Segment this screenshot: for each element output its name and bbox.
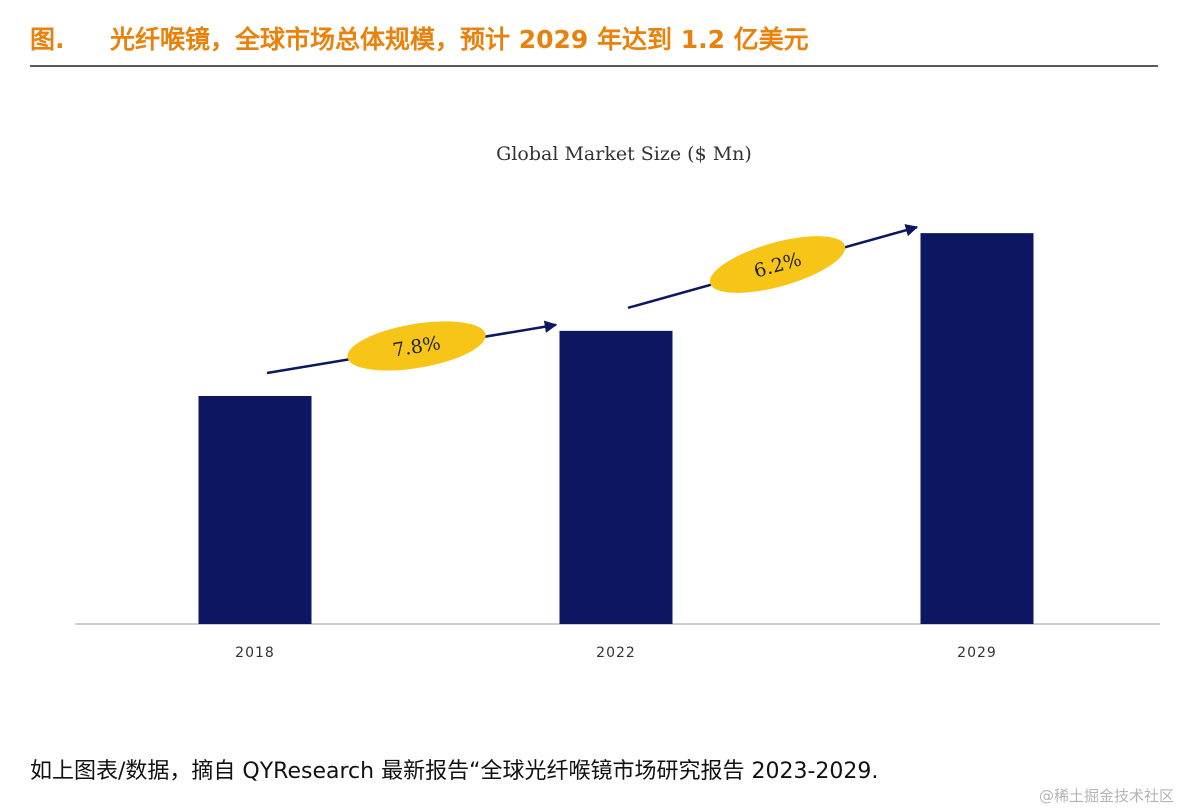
cagr-bubble-1 [347, 321, 486, 371]
chart-title: Global Market Size ($ Mn) [496, 143, 752, 165]
bar-2029 [920, 233, 1034, 624]
figure-header: 图. 光纤喉镜，全球市场总体规模，预计 2029 年达到 1.2 亿美元 [30, 20, 1158, 60]
figure-title: 光纤喉镜，全球市场总体规模，预计 2029 年达到 1.2 亿美元 [110, 25, 809, 54]
figure-label: 图. [30, 25, 65, 54]
watermark: @稀土掘金技术社区 [1038, 787, 1174, 805]
cagr-bubble-2 [709, 236, 846, 293]
x-tick-label-2029: 2029 [957, 645, 997, 661]
header-divider [30, 65, 1158, 67]
source-caption: 如上图表/数据，摘自 QYResearch 最新报告“全球光纤喉镜市场研究报告 … [30, 759, 879, 784]
cagr-annotations: 7.8%6.2% [266, 224, 919, 375]
x-tick-label-2022: 2022 [596, 645, 636, 661]
bar-2022 [559, 330, 673, 624]
x-tick-labels: 2018 2022 2029 [235, 645, 997, 661]
bar-2018 [198, 396, 312, 624]
bar-group [198, 233, 1034, 624]
x-tick-label-2018: 2018 [235, 645, 275, 661]
